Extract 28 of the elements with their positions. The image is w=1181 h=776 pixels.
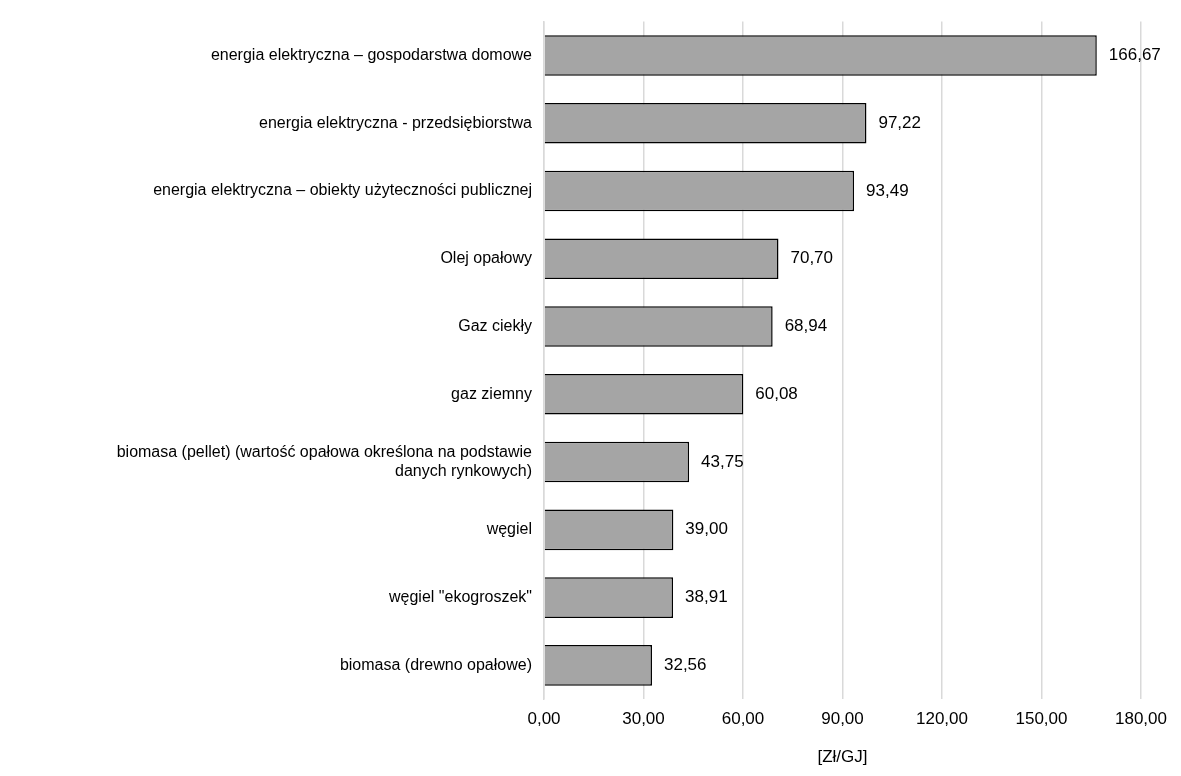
y-tick-label: węgiel "ekogroszek" bbox=[388, 587, 532, 605]
data-label: 166,67 bbox=[1108, 45, 1161, 65]
data-label: 39,00 bbox=[685, 519, 728, 539]
data-label: 97,22 bbox=[878, 112, 921, 132]
x-axis-title: [Zł/GJ] bbox=[817, 747, 868, 767]
y-tick-label: energia elektryczna – gospodarstwa domowe bbox=[210, 45, 533, 63]
x-tick-label: 150,00 bbox=[1015, 709, 1068, 729]
y-tick-label: energia elektryczna - przedsiębiorstwa bbox=[258, 113, 533, 131]
y-tick-label: węgiel bbox=[485, 520, 532, 538]
x-tick-label: 180,00 bbox=[1115, 709, 1167, 729]
y-tick-label: energia elektryczna – obiekty użyteczności publicznej bbox=[153, 181, 532, 199]
x-tick-label: 90,00 bbox=[821, 709, 864, 729]
x-tick-label: 0,00 bbox=[527, 709, 561, 729]
data-label: 70,70 bbox=[790, 248, 834, 268]
y-tick-label: Gaz ciekły bbox=[458, 316, 532, 334]
y-tick-label: Olej opałowy bbox=[440, 249, 532, 267]
x-tick-label: 60,00 bbox=[721, 709, 765, 729]
y-tick-label: gaz ziemny bbox=[451, 384, 532, 402]
y-tick-label: biomasa (pellet) (wartość opałowa określona na podstawie danych rynkowych) bbox=[116, 442, 533, 480]
data-label: 38,91 bbox=[685, 587, 728, 607]
data-label: 93,49 bbox=[866, 180, 909, 200]
x-tick-label: 120,00 bbox=[916, 709, 968, 729]
data-label: 32,56 bbox=[663, 655, 707, 675]
y-tick-label: biomasa (drewno opałowe) bbox=[339, 655, 532, 673]
data-label: 68,94 bbox=[784, 316, 828, 336]
x-tick-label: 30,00 bbox=[622, 709, 665, 729]
data-label: 60,08 bbox=[755, 383, 798, 403]
data-label: 43,75 bbox=[701, 451, 744, 471]
